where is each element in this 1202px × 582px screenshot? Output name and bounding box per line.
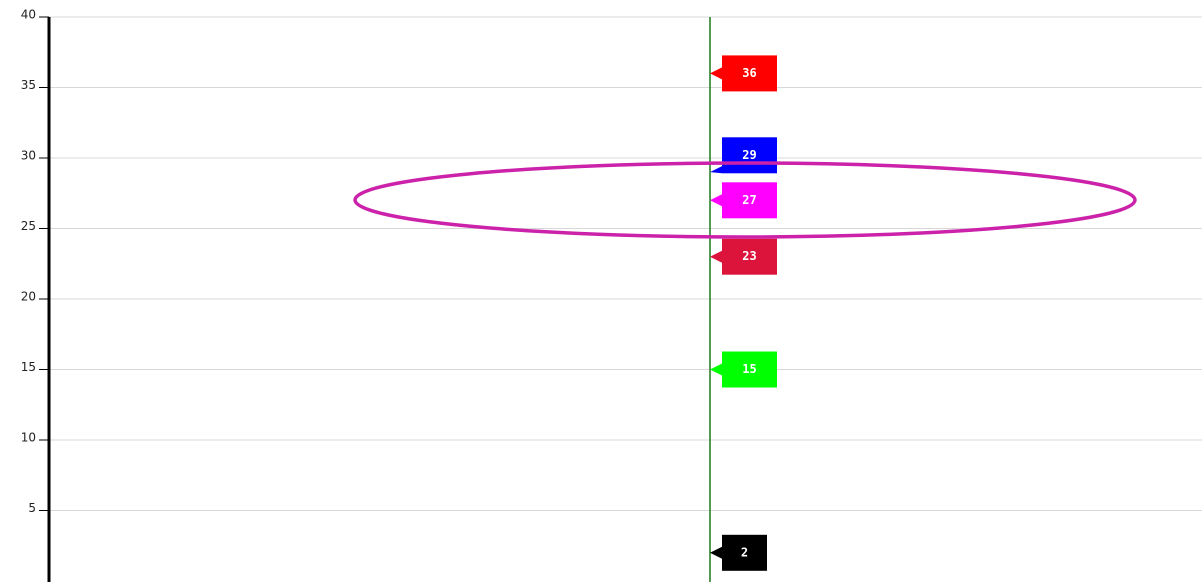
- flag-label: 36: [742, 66, 756, 80]
- flag-box: [722, 182, 777, 219]
- flag-pointer: [710, 67, 722, 80]
- y-tick-label: 30: [21, 149, 36, 163]
- grid: 5 10 15 20 25 30 35 40: [21, 8, 1202, 515]
- flag-pointer: [710, 166, 722, 174]
- flags: 36 29 27 23 15 2: [710, 55, 777, 571]
- y-tick-label: 35: [21, 78, 36, 92]
- highlight-ellipse: [353, 161, 1137, 239]
- flag: 2: [710, 534, 767, 571]
- flag-pointer: [710, 250, 722, 263]
- y-tick-label: 20: [21, 290, 36, 304]
- flag-box: [722, 137, 777, 174]
- flag-label: 27: [742, 193, 756, 207]
- flag-box: [722, 55, 777, 92]
- flag-label: 15: [742, 362, 756, 376]
- flag-label: 2: [741, 545, 748, 559]
- flag-box: [722, 238, 777, 275]
- y-tick-label: 40: [21, 8, 36, 22]
- y-tick-label: 15: [21, 360, 36, 374]
- flag-label: 29: [742, 148, 756, 162]
- flag: 23: [710, 238, 777, 275]
- flag-label: 23: [742, 249, 756, 263]
- flag-box: [722, 534, 767, 571]
- flag: 27: [710, 182, 777, 219]
- flag-pointer: [710, 363, 722, 376]
- flag-box: [722, 351, 777, 388]
- y-tick-label: 5: [28, 501, 36, 515]
- flag-pointer: [710, 546, 722, 559]
- y-tick-label: 10: [21, 431, 36, 445]
- y-tick-label: 25: [21, 219, 36, 233]
- flag: 36: [710, 55, 777, 92]
- flag: 29: [710, 137, 777, 174]
- flag-pointer: [710, 194, 722, 207]
- flag: 15: [710, 351, 777, 388]
